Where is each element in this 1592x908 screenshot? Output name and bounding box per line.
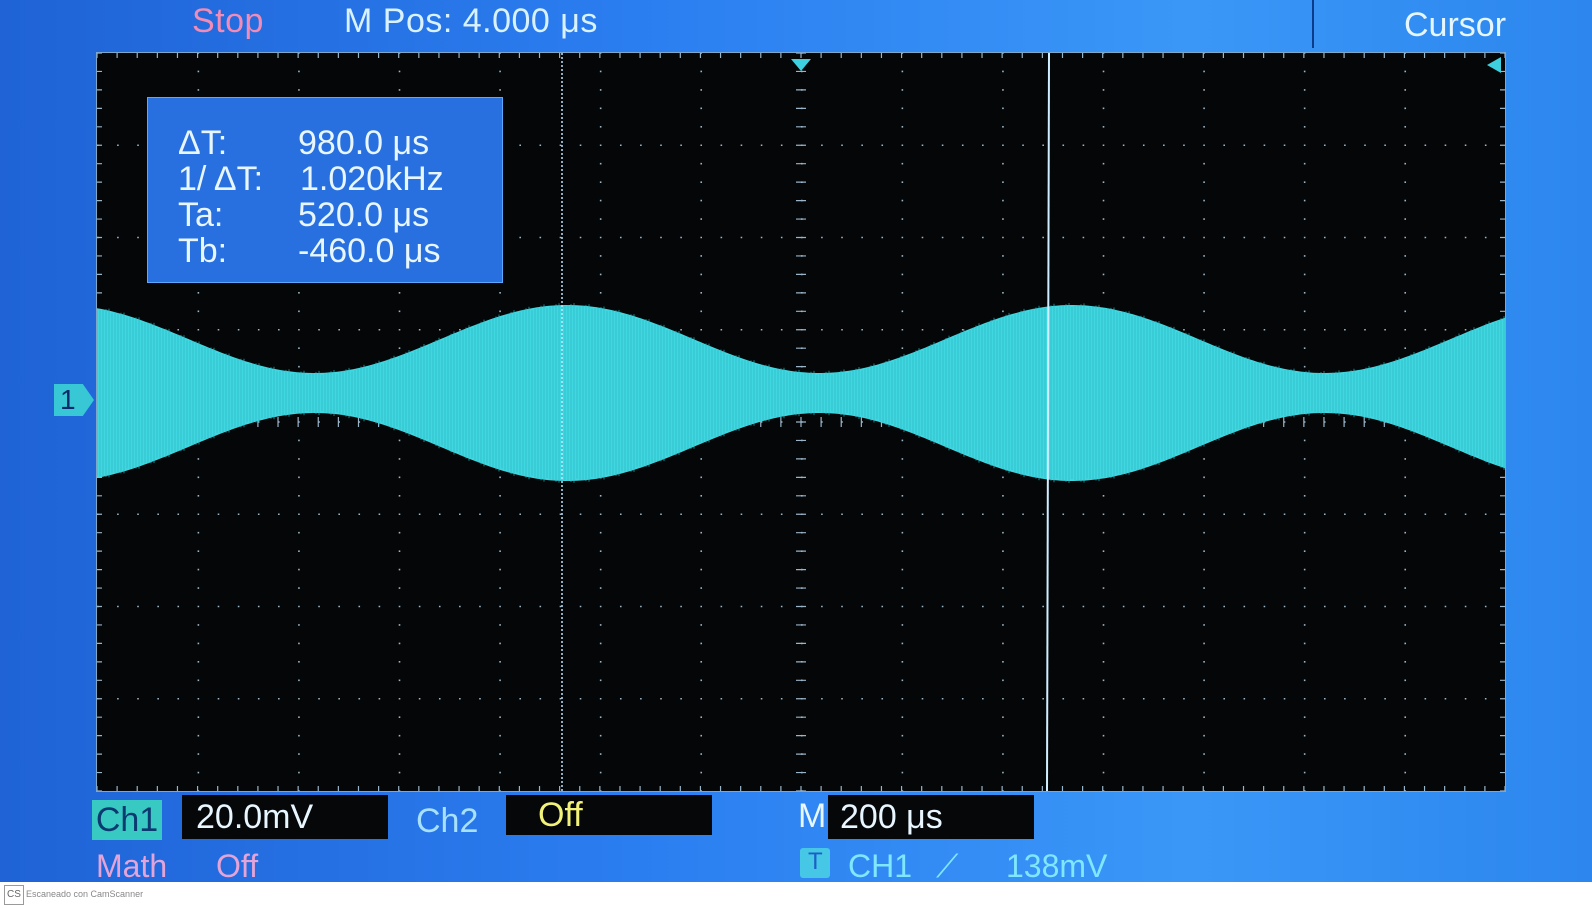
trigger-position-marker-icon — [791, 59, 811, 71]
trigger-icon-letter: T — [808, 848, 823, 875]
delta-t-value: 980.0 μs — [298, 124, 430, 162]
trigger-slope-icon: ⟋ — [936, 848, 959, 882]
trigger-icon: T — [800, 848, 830, 878]
ta-label: Ta: — [178, 196, 224, 234]
waveform-graticule — [97, 53, 1505, 791]
cursor-b-line — [1046, 53, 1050, 791]
scanner-footer: CS Escaneado con CamScanner — [0, 882, 1592, 908]
delta-t-label: ΔT: — [178, 124, 228, 162]
ch2-state: Off — [506, 795, 712, 835]
trigger-level: 138mV — [1006, 848, 1108, 882]
trigger-source: CH1 — [848, 848, 913, 882]
math-state: Off — [216, 848, 259, 882]
cursor-readout-panel: ΔT: 980.0 μs 1/ ΔT: 1.020kHz Ta: 520.0 μ… — [147, 97, 503, 283]
timebase-value: 200 μs — [828, 795, 1034, 839]
ch2-label[interactable]: Ch2 — [416, 802, 479, 840]
camscanner-watermark: Escaneado con CamScanner — [26, 889, 144, 899]
waveform-screen: ΔT: 980.0 μs 1/ ΔT: 1.020kHz Ta: 520.0 μ… — [96, 52, 1506, 792]
timebase-prefix: M — [798, 797, 827, 835]
channel-1-ground-marker[interactable]: 1 — [54, 384, 94, 416]
inverse-delta-t-label: 1/ ΔT: — [178, 160, 264, 198]
ch1-volts-per-div: 20.0mV — [182, 795, 388, 839]
ta-value: 520.0 μs — [298, 196, 430, 234]
math-label[interactable]: Math — [96, 848, 168, 882]
trigger-level-marker-icon — [1487, 57, 1501, 73]
menu-title-cursor[interactable]: Cursor — [1404, 6, 1507, 44]
channel-1-marker-label: 1 — [60, 384, 76, 415]
tb-value: -460.0 μs — [298, 232, 441, 270]
tb-label: Tb: — [178, 232, 228, 270]
inverse-delta-t-value: 1.020kHz — [300, 160, 444, 198]
camscanner-logo-icon: CS — [4, 885, 24, 905]
oscilloscope-display: Stop M Pos: 4.000 μs Cursor ΔT: 980.0 μs… — [0, 0, 1592, 882]
main-position-readout: M Pos: 4.000 μs — [344, 2, 598, 40]
ch1-label[interactable]: Ch1 — [92, 800, 162, 840]
waveform-carrier — [97, 303, 1505, 483]
run-status: Stop — [192, 2, 264, 40]
menu-divider — [1312, 0, 1314, 48]
